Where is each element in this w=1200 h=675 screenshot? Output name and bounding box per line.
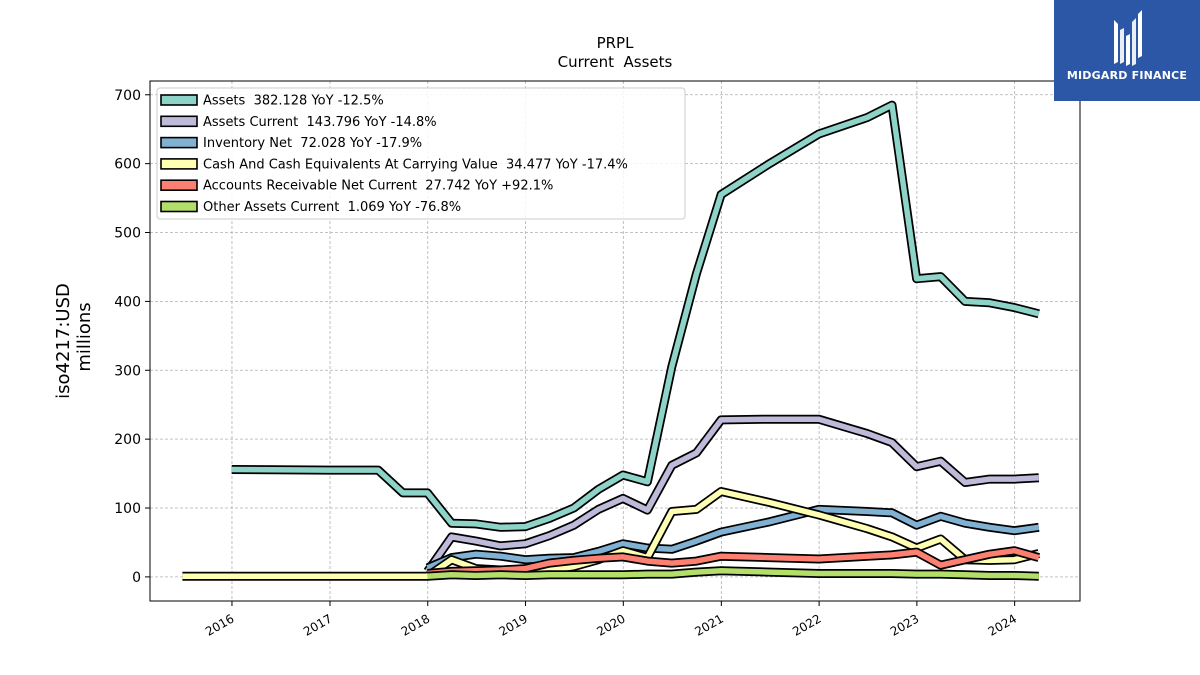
series-line xyxy=(425,416,1039,573)
y-axis-label-units: millions xyxy=(74,302,95,371)
series-4 xyxy=(427,546,1041,578)
series-0 xyxy=(231,100,1040,532)
legend-label: Cash And Cash Equivalents At Carrying Va… xyxy=(203,157,628,172)
series-5 xyxy=(427,566,1039,581)
legend-label: Assets Current 143.796 YoY -14.8% xyxy=(203,115,437,130)
plot-frame xyxy=(149,80,1081,602)
y-tick-label: 0 xyxy=(132,570,141,586)
series-2 xyxy=(425,504,1040,573)
legend-swatch xyxy=(160,158,198,170)
legend-label: Inventory Net 72.028 YoY -17.9% xyxy=(203,136,422,151)
series-line xyxy=(427,567,1039,579)
y-tick-label: 600 xyxy=(114,157,141,173)
legend-label: Accounts Receivable Net Current 27.742 Y… xyxy=(203,179,553,194)
series-line xyxy=(426,506,1040,571)
x-tick-label: 2017 xyxy=(301,611,334,638)
x-tick-label: 2024 xyxy=(986,611,1019,638)
x-tick-label: 2018 xyxy=(399,611,432,638)
y-axis: 0 100 200 300 400 500 600 700 xyxy=(114,88,150,586)
x-tick-label: 2016 xyxy=(203,611,236,638)
x-tick-label: 2023 xyxy=(888,611,921,638)
legend-swatch xyxy=(160,115,198,128)
legend-swatch xyxy=(160,179,198,191)
y-tick-label: 700 xyxy=(114,88,141,104)
legend-swatch xyxy=(160,200,198,213)
brand-name: MIDGARD FINANCE xyxy=(1066,69,1188,82)
brand-logo: MIDGARD FINANCE xyxy=(1054,0,1200,101)
legend-swatch xyxy=(160,136,198,149)
x-axis: 2016 2017 2018 2019 2020 2021 2022 2023 2024 xyxy=(203,601,1019,639)
legend-label: Assets 382.128 YoY -12.5% xyxy=(203,94,384,109)
chart-subtitle: Current Assets xyxy=(558,53,673,71)
x-tick-label: 2021 xyxy=(692,611,725,638)
x-tick-label: 2022 xyxy=(790,611,823,638)
series-1 xyxy=(423,414,1040,574)
y-tick-label: 200 xyxy=(114,432,141,448)
legend-label: Other Assets Current 1.069 YoY -76.8% xyxy=(203,200,461,215)
y-tick-label: 100 xyxy=(114,501,141,517)
logo-mark-icon xyxy=(1114,10,1142,66)
y-tick-label: 400 xyxy=(114,294,141,310)
y-tick-label: 500 xyxy=(114,226,141,242)
y-axis-label: iso4217:USD xyxy=(53,283,74,399)
x-tick-label: 2020 xyxy=(594,611,627,638)
series-line xyxy=(427,547,1040,577)
series-lines xyxy=(182,100,1041,581)
x-tick-label: 2019 xyxy=(497,611,530,638)
legend: Assets 382.128 YoY -12.5% Assets Current … xyxy=(156,87,686,220)
chart-title: PRPL xyxy=(597,34,635,52)
legend-swatch xyxy=(160,94,198,106)
legend-box xyxy=(156,87,686,220)
series-line xyxy=(231,102,1040,531)
y-tick-label: 300 xyxy=(114,363,141,379)
